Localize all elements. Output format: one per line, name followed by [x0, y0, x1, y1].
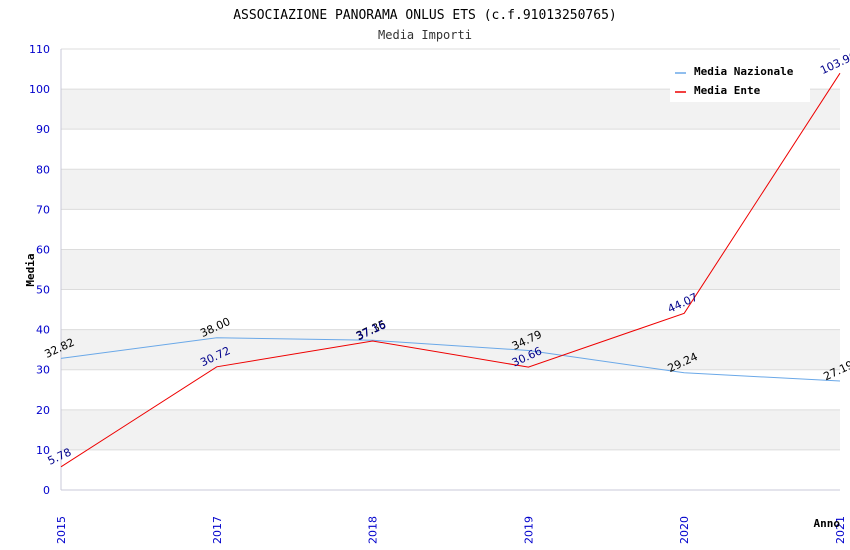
plot-background	[61, 89, 840, 450]
grid-band	[61, 249, 840, 290]
y-tick-labels: 0 10 20 30 40 50 60 70 80 90 100 110	[29, 43, 50, 497]
x-tick-label: 2020	[678, 516, 691, 544]
y-tick-label: 80	[36, 163, 50, 176]
y-tick-label: 100	[29, 83, 50, 96]
y-tick-label: 60	[36, 243, 50, 256]
x-axis-label: Anno	[814, 517, 841, 530]
legend-label-media-ente: Media Ente	[694, 84, 761, 97]
y-axis-label: Media	[24, 253, 37, 286]
grid-band	[61, 409, 840, 450]
x-tick-label: 2018	[367, 516, 380, 544]
legend-label-media-nazionale: Media Nazionale	[694, 65, 794, 78]
legend: Media Nazionale Media Ente	[670, 58, 810, 102]
y-tick-label: 20	[36, 404, 50, 417]
data-label-media-ente: 44.07	[666, 291, 700, 316]
legend-box	[670, 58, 810, 102]
y-tick-label: 10	[36, 444, 50, 457]
y-tick-label: 110	[29, 43, 50, 56]
series-lines	[60, 72, 841, 468]
x-tick-labels: 2015 2017 2018 2019 2020 2021	[55, 516, 847, 544]
x-tick-label: 2019	[522, 516, 535, 544]
series-line-media-ente	[60, 72, 841, 468]
y-tick-label: 50	[36, 284, 50, 297]
y-tick-label: 0	[43, 484, 50, 497]
grid-band	[61, 329, 840, 370]
chart-title: ASSOCIAZIONE PANORAMA ONLUS ETS (c.f.910…	[233, 8, 617, 23]
series-line-media-nazionale	[60, 337, 841, 382]
y-tick-label: 70	[36, 203, 50, 216]
y-tick-label: 30	[36, 364, 50, 377]
x-tick-label: 2015	[55, 516, 68, 544]
chart-subtitle: Media Importi	[378, 28, 472, 42]
axes	[60, 49, 840, 491]
y-tick-label: 90	[36, 123, 50, 136]
data-label-media-ente: 103.96	[818, 49, 850, 77]
y-tick-label: 40	[36, 324, 50, 337]
grid-band	[61, 169, 840, 210]
x-tick-label: 2021	[834, 516, 847, 544]
x-tick-label: 2017	[211, 516, 224, 544]
